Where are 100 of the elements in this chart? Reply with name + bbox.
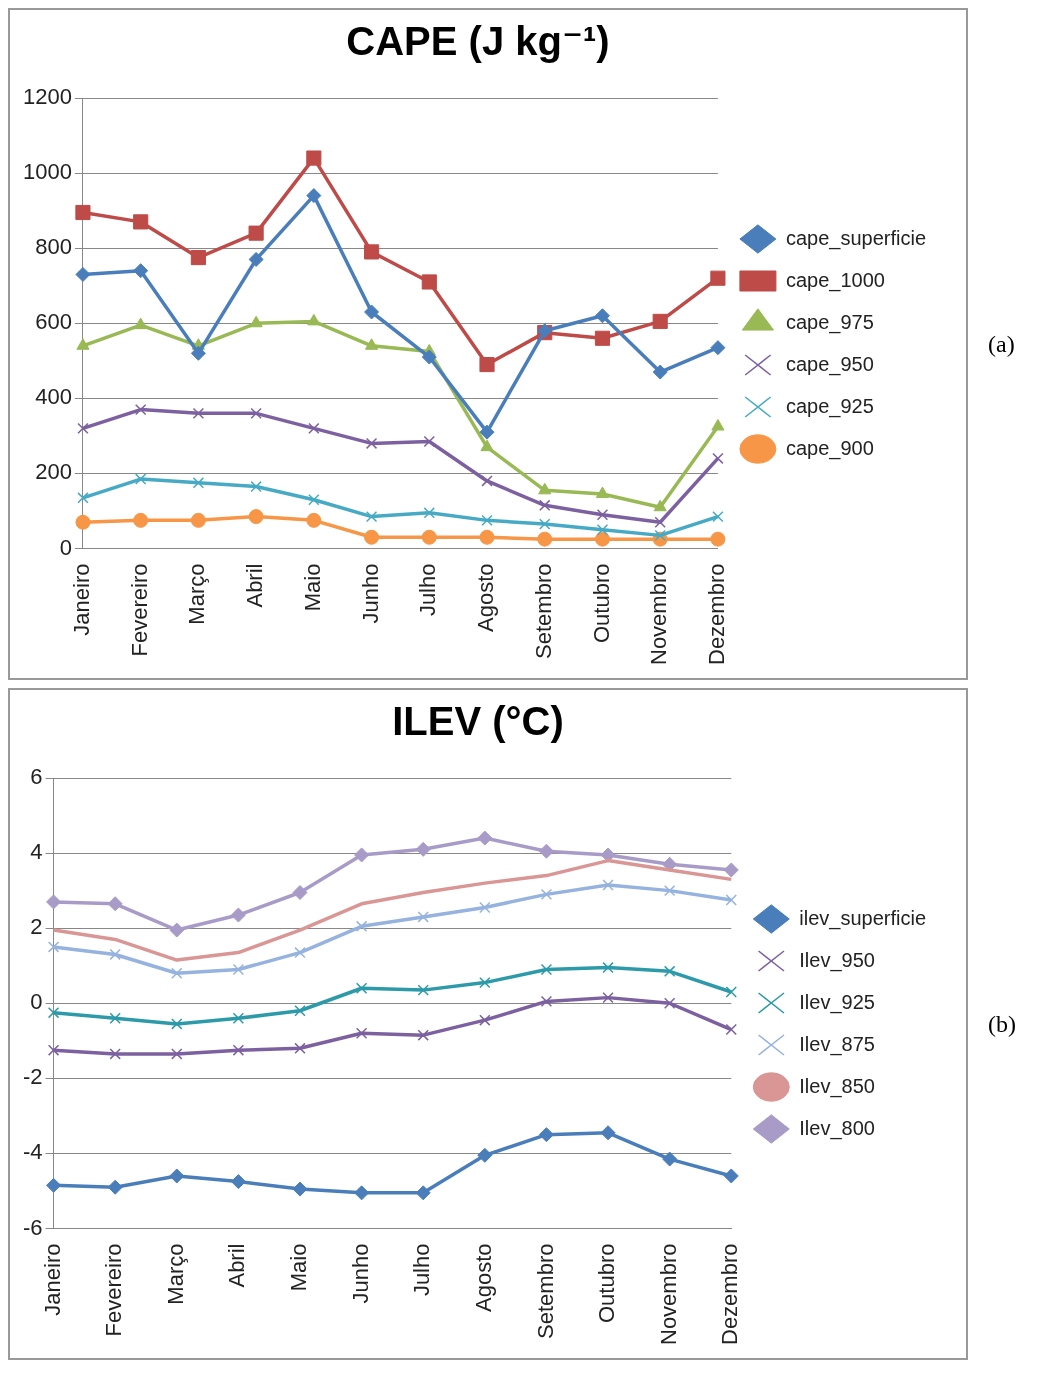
point — [602, 961, 614, 974]
x-tick-label: Janeiro — [39, 1243, 65, 1316]
point — [46, 1177, 62, 1193]
point — [479, 529, 495, 545]
point — [477, 830, 493, 846]
y-tick-label: -2 — [23, 1064, 43, 1090]
point — [596, 509, 609, 521]
x-tick-label: Fevereiro — [101, 1243, 127, 1337]
text: (a) — [988, 330, 1015, 358]
point — [652, 313, 668, 329]
point — [355, 1027, 368, 1039]
point — [481, 475, 493, 487]
point — [192, 477, 205, 489]
point — [364, 304, 380, 320]
y-tick-label: 800 — [35, 234, 72, 260]
point — [479, 976, 491, 989]
point — [76, 338, 90, 350]
point — [594, 330, 611, 346]
point — [479, 901, 491, 914]
point — [538, 843, 554, 859]
x-tick-label: Julho — [409, 1243, 435, 1297]
point — [249, 315, 263, 328]
x-tick-label: Setembro — [532, 1243, 558, 1339]
point — [248, 225, 264, 241]
x-tick-label: Março — [184, 563, 210, 625]
y-tick-label: 2 — [30, 914, 43, 940]
point — [232, 963, 245, 976]
point — [292, 1181, 308, 1197]
point — [306, 512, 322, 528]
point — [417, 984, 429, 996]
point — [355, 982, 368, 994]
point — [415, 1185, 431, 1201]
y-tick-label: 6 — [30, 764, 43, 790]
point — [248, 251, 264, 267]
point — [479, 424, 495, 440]
point — [423, 435, 435, 448]
point — [308, 494, 320, 506]
x-tick-label: Dezembro — [703, 563, 729, 665]
point — [479, 1014, 491, 1026]
point — [538, 1127, 554, 1143]
point — [725, 986, 737, 998]
x-tick-label: Abril — [242, 563, 268, 608]
x-tick-label: Novembro — [646, 563, 672, 665]
point — [710, 531, 726, 547]
point — [539, 518, 551, 530]
point — [171, 1018, 183, 1030]
x-tick-label: Março — [162, 1243, 188, 1305]
point — [230, 907, 246, 923]
point — [190, 249, 206, 266]
point — [77, 492, 89, 504]
point — [169, 1168, 185, 1184]
point — [192, 407, 205, 420]
point — [190, 512, 206, 528]
point — [710, 270, 726, 286]
point — [354, 1185, 370, 1201]
point — [663, 884, 676, 897]
y-tick-label: 600 — [35, 309, 72, 335]
point — [663, 997, 676, 1009]
point — [171, 1048, 183, 1060]
x-tick-label: Fevereiro — [126, 563, 152, 657]
point — [421, 529, 437, 545]
x-tick-label: Outubro — [594, 1243, 620, 1324]
point — [540, 963, 553, 976]
y-tick-label: 0 — [30, 989, 43, 1015]
point — [537, 531, 553, 547]
point — [107, 1179, 123, 1195]
point — [723, 862, 739, 878]
x-tick-label: Junho — [357, 563, 383, 624]
legend-label: Ilev_850 — [799, 1074, 875, 1098]
point — [653, 499, 667, 512]
y-tick-label: 200 — [35, 459, 72, 485]
point — [477, 1147, 493, 1163]
point — [47, 1044, 60, 1056]
point — [417, 911, 429, 923]
point — [75, 204, 91, 221]
x-tick-label: Agosto — [470, 1243, 496, 1313]
point — [423, 507, 435, 519]
y-tick-label: 0 — [59, 534, 72, 560]
text: (b) — [988, 1010, 1016, 1038]
point — [294, 946, 306, 959]
point — [594, 531, 610, 547]
point — [133, 263, 149, 279]
point — [169, 922, 185, 938]
point — [479, 356, 495, 373]
y-tick-label: 4 — [30, 839, 43, 865]
point — [596, 524, 609, 536]
x-tick-label: Junho — [347, 1243, 373, 1304]
point — [417, 1029, 429, 1041]
point — [481, 514, 493, 527]
point — [602, 879, 614, 891]
point — [109, 1048, 121, 1060]
x-tick-label: Agosto — [473, 563, 499, 633]
point — [292, 885, 308, 901]
point — [602, 991, 614, 1004]
y-tick-label: 1200 — [22, 84, 72, 110]
point — [712, 510, 724, 523]
point — [595, 486, 610, 499]
x-tick-label: Julho — [415, 563, 441, 617]
y-tick-label: -4 — [23, 1139, 43, 1165]
point — [662, 1151, 678, 1167]
